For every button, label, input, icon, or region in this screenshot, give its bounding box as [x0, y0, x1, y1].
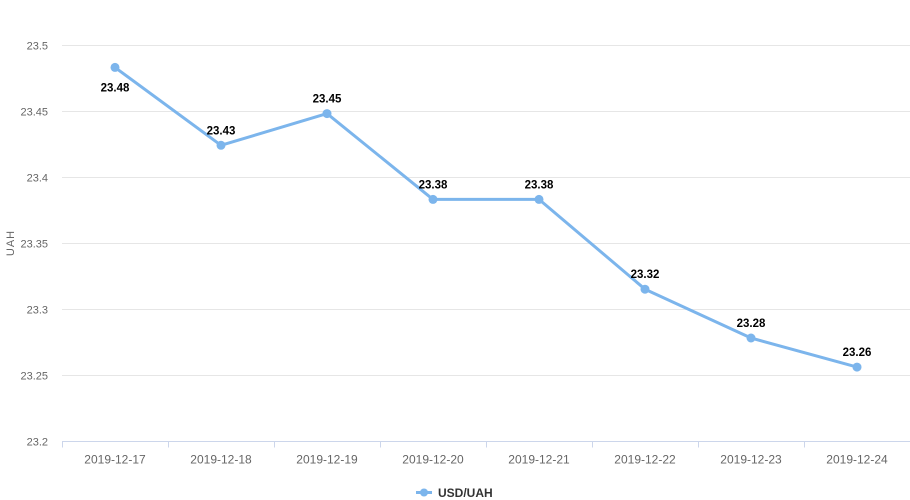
y-axis-tick-label: 23.2	[27, 437, 48, 449]
x-axis-tick-label: 2019-12-22	[614, 453, 676, 467]
data-point-marker[interactable]	[216, 140, 226, 150]
x-axis-tick-label: 2019-12-20	[402, 453, 464, 467]
series-line-usd-uah	[113, 65, 859, 369]
data-point-marker[interactable]	[746, 333, 756, 343]
x-axis-tick-label: 2019-12-24	[826, 453, 888, 467]
data-point-marker[interactable]	[852, 362, 862, 372]
x-axis-tick-label: 2019-12-23	[720, 453, 782, 467]
data-point-label: 23.43	[207, 125, 236, 137]
data-point-label: 23.38	[525, 179, 554, 191]
y-axis-tick-label: 23.45	[20, 107, 48, 119]
x-axis-tick-label: 2019-12-21	[508, 453, 570, 467]
y-axis-tick-label: 23.5	[27, 41, 48, 53]
data-point-marker[interactable]	[428, 194, 438, 204]
data-point-label: 23.28	[737, 318, 766, 330]
data-point-label: 23.48	[101, 82, 130, 94]
y-axis-tick-label: 23.3	[27, 305, 48, 317]
y-axis-title: UAH	[5, 230, 17, 256]
y-axis-tick-label: 23.25	[20, 371, 48, 383]
x-axis-tick-label: 2019-12-17	[84, 453, 146, 467]
data-point-marker[interactable]	[322, 109, 332, 119]
data-point-label: 23.38	[419, 179, 448, 191]
data-point-marker[interactable]	[534, 194, 544, 204]
legend-marker-icon	[420, 488, 428, 497]
x-axis-tick-label: 2019-12-18	[190, 453, 252, 467]
data-point-label: 23.45	[313, 94, 342, 106]
data-point-marker[interactable]	[110, 62, 120, 72]
data-point-label: 23.32	[631, 269, 660, 281]
legend-label[interactable]: USD/UAH	[438, 486, 493, 500]
data-point-marker[interactable]	[640, 284, 650, 294]
y-axis-tick-label: 23.4	[27, 173, 48, 185]
data-point-label: 23.26	[843, 347, 872, 359]
y-axis-tick-label: 23.35	[20, 239, 48, 251]
x-axis-tick-label: 2019-12-19	[296, 453, 358, 467]
